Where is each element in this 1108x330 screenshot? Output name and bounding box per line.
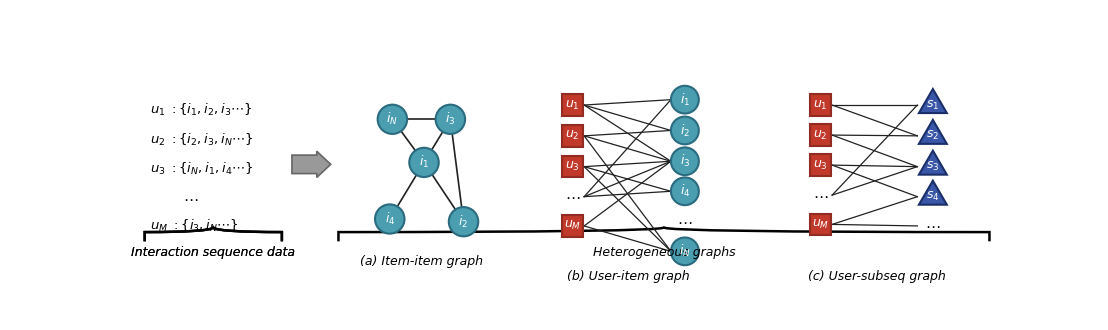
FancyArrow shape xyxy=(291,151,330,178)
Text: $u_{M}$: $u_{M}$ xyxy=(564,219,581,233)
FancyBboxPatch shape xyxy=(562,94,583,116)
Text: $s_{1}$: $s_{1}$ xyxy=(926,98,940,112)
FancyBboxPatch shape xyxy=(810,94,831,116)
Text: $s_{3}$: $s_{3}$ xyxy=(926,160,940,173)
Polygon shape xyxy=(919,181,947,205)
Text: $i_{3}$: $i_{3}$ xyxy=(679,153,690,169)
Text: $u_1$ $:\{i_1,i_2,i_3\cdots\}$: $u_1$ $:\{i_1,i_2,i_3\cdots\}$ xyxy=(150,102,253,118)
Text: $\cdots$: $\cdots$ xyxy=(925,218,941,233)
Text: $u_2$ $:\{i_2,i_3,i_N\cdots\}$: $u_2$ $:\{i_2,i_3,i_N\cdots\}$ xyxy=(150,132,254,148)
Circle shape xyxy=(671,178,699,205)
FancyBboxPatch shape xyxy=(810,124,831,146)
FancyBboxPatch shape xyxy=(810,154,831,176)
Text: $u_{1}$: $u_{1}$ xyxy=(565,98,579,112)
Text: $i_{1}$: $i_{1}$ xyxy=(680,92,690,108)
Text: $\cdots$: $\cdots$ xyxy=(565,189,581,204)
Polygon shape xyxy=(919,120,947,144)
Polygon shape xyxy=(919,151,947,175)
Text: (b) User-item graph: (b) User-item graph xyxy=(567,270,690,283)
Circle shape xyxy=(409,148,439,177)
Text: $i_{4}$: $i_{4}$ xyxy=(679,183,690,199)
Circle shape xyxy=(671,148,699,175)
Text: $u_M$ $:\{i_3,i_N\cdots\}$: $u_M$ $:\{i_3,i_N\cdots\}$ xyxy=(150,218,239,234)
Text: Heterogeneous graphs: Heterogeneous graphs xyxy=(593,247,736,259)
Text: $i_{2}$: $i_{2}$ xyxy=(459,214,469,230)
Text: $u_{3}$: $u_{3}$ xyxy=(813,158,828,172)
Polygon shape xyxy=(919,89,947,113)
Text: $i_{4}$: $i_{4}$ xyxy=(384,211,394,227)
Text: $i_{3}$: $i_{3}$ xyxy=(445,111,455,127)
Text: $u_{1}$: $u_{1}$ xyxy=(813,98,828,112)
Text: Interaction sequence data: Interaction sequence data xyxy=(131,247,295,259)
Text: $\cdots$: $\cdots$ xyxy=(677,214,692,229)
FancyBboxPatch shape xyxy=(810,214,831,235)
Circle shape xyxy=(449,207,479,236)
Text: $i_{2}$: $i_{2}$ xyxy=(680,122,690,139)
Text: $s_{2}$: $s_{2}$ xyxy=(926,129,940,143)
Circle shape xyxy=(671,116,699,144)
Text: $i_{N}$: $i_{N}$ xyxy=(387,111,398,127)
Circle shape xyxy=(671,238,699,265)
Text: $s_{4}$: $s_{4}$ xyxy=(926,190,940,203)
Text: $i_{1}$: $i_{1}$ xyxy=(419,154,429,171)
Text: (a) Item-item graph: (a) Item-item graph xyxy=(360,255,483,268)
Text: $u_{M}$: $u_{M}$ xyxy=(812,218,829,231)
Text: $u_{2}$: $u_{2}$ xyxy=(813,128,828,142)
FancyBboxPatch shape xyxy=(562,156,583,178)
Text: $u_{3}$: $u_{3}$ xyxy=(565,160,579,173)
Circle shape xyxy=(375,204,404,234)
Text: $\cdots$: $\cdots$ xyxy=(813,188,828,203)
Text: Interaction sequence data: Interaction sequence data xyxy=(131,247,295,259)
Text: $\cdots$: $\cdots$ xyxy=(183,191,198,206)
FancyBboxPatch shape xyxy=(562,125,583,147)
FancyBboxPatch shape xyxy=(562,215,583,237)
Circle shape xyxy=(378,105,407,134)
Text: $u_{2}$: $u_{2}$ xyxy=(565,129,579,143)
Text: $u_3$ $:\{i_N,i_1,i_4\cdots\}$: $u_3$ $:\{i_N,i_1,i_4\cdots\}$ xyxy=(150,161,254,177)
Text: (c) User-subseq graph: (c) User-subseq graph xyxy=(808,270,945,283)
Circle shape xyxy=(435,105,465,134)
Text: $i_{N}$: $i_{N}$ xyxy=(679,243,690,259)
Circle shape xyxy=(671,86,699,114)
